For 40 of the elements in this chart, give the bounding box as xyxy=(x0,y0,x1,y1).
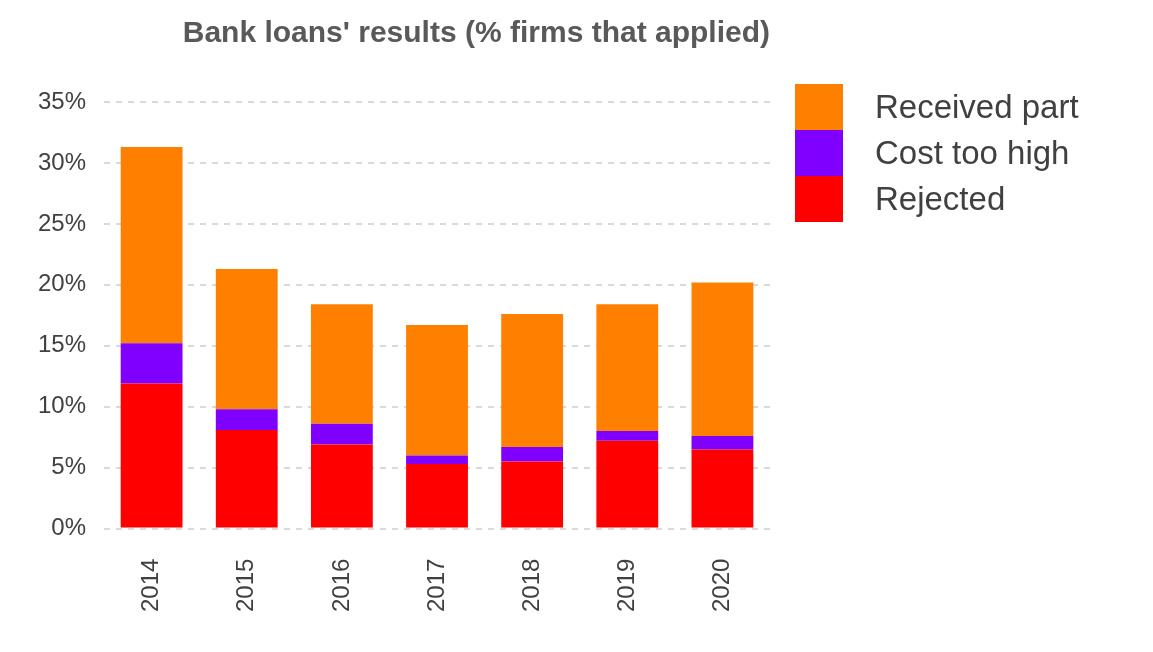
x-tick-label: 2019 xyxy=(611,558,639,612)
x-tick-label: 2016 xyxy=(326,558,354,612)
bar xyxy=(215,409,278,430)
bar xyxy=(691,282,754,436)
bar xyxy=(406,455,468,465)
y-tick-label: 30% xyxy=(37,147,87,175)
bar xyxy=(596,304,659,432)
y-tick-label: 10% xyxy=(37,391,87,419)
bar xyxy=(215,429,278,528)
x-tick-label: 2015 xyxy=(231,558,259,612)
bar xyxy=(501,314,564,447)
bar xyxy=(596,431,659,441)
y-tick-label: 5% xyxy=(51,452,87,480)
bar xyxy=(310,444,373,528)
bar xyxy=(310,423,373,445)
bar xyxy=(406,464,468,528)
bar xyxy=(406,325,468,456)
legend-label: Received part xyxy=(875,88,1079,126)
x-tick-label: 2017 xyxy=(421,558,449,612)
bar xyxy=(596,440,659,528)
bar xyxy=(120,343,183,384)
bar xyxy=(310,304,373,424)
x-tick-label: 2020 xyxy=(707,558,735,612)
bar xyxy=(691,435,754,450)
x-tick-label: 2014 xyxy=(136,558,164,612)
y-tick-label: 35% xyxy=(37,86,87,114)
bar xyxy=(120,383,183,528)
legend-label: Rejected xyxy=(875,180,1006,218)
y-tick-label: 25% xyxy=(37,208,87,236)
y-tick-label: 20% xyxy=(37,269,87,297)
bar xyxy=(120,147,183,344)
x-tick-label: 2018 xyxy=(516,558,544,612)
bar xyxy=(691,449,754,528)
bar xyxy=(501,461,564,528)
legend-label: Cost too high xyxy=(875,134,1070,172)
y-tick-label: 15% xyxy=(37,330,87,358)
bar xyxy=(501,446,564,462)
chart-title: Bank loans' results (% firms that applied) xyxy=(182,15,770,49)
bar xyxy=(215,268,278,410)
y-tick-label: 0% xyxy=(51,513,87,541)
